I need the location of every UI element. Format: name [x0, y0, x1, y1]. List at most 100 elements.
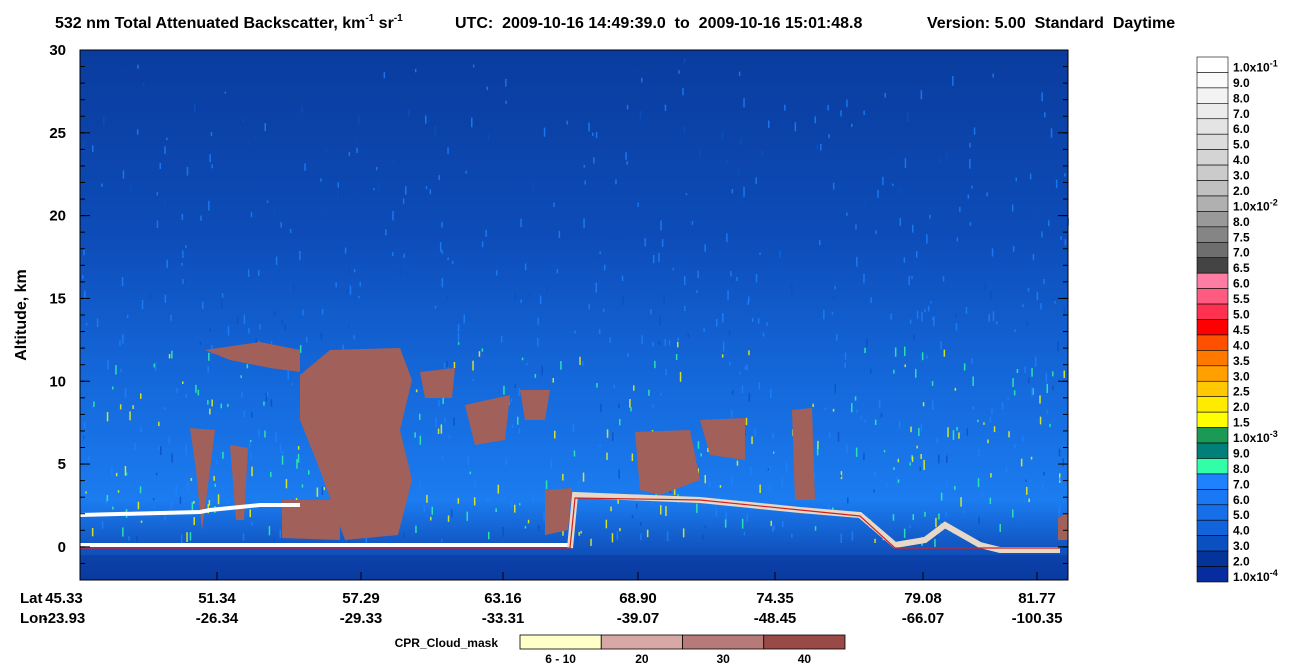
colorbar-label-text: 9.0	[1233, 76, 1250, 90]
speckle	[539, 295, 542, 305]
cloud	[700, 418, 745, 460]
speckle	[840, 533, 842, 543]
speckle	[1022, 436, 1024, 442]
colorbar-label: 3.0	[1233, 539, 1250, 553]
speckle	[537, 338, 539, 347]
speckle	[241, 392, 243, 398]
speckle	[660, 220, 662, 231]
speckle	[521, 357, 524, 361]
speckle	[85, 322, 88, 326]
speckle	[419, 481, 421, 490]
speckle	[652, 404, 654, 408]
speckle	[112, 506, 114, 510]
y-tick-label: 30	[49, 42, 66, 59]
speckle	[874, 538, 876, 543]
speckle	[846, 212, 848, 216]
speckle	[664, 339, 666, 347]
speckle	[768, 120, 770, 128]
speckle	[785, 462, 788, 472]
speckle	[546, 287, 549, 293]
speckle	[281, 455, 284, 465]
speckle	[773, 525, 775, 530]
speckle	[743, 263, 745, 267]
speckle	[383, 72, 386, 79]
speckle	[946, 152, 948, 159]
colorbar-label-text: 8.0	[1233, 91, 1250, 105]
speckle	[897, 479, 900, 483]
speckle	[405, 186, 407, 195]
colorbar-label-text: 1.0x10	[1233, 431, 1270, 445]
cloud-mask-swatch	[600, 634, 683, 650]
speckle	[740, 138, 742, 145]
speckle	[819, 240, 821, 246]
speckle	[728, 330, 731, 336]
speckle	[1022, 304, 1024, 308]
speckle	[851, 403, 853, 413]
colorbar-label: 5.5	[1233, 292, 1250, 306]
speckle	[847, 497, 849, 504]
speckle	[1012, 509, 1014, 518]
speckle	[663, 294, 665, 304]
speckle	[488, 498, 491, 502]
speckle	[626, 104, 629, 110]
speckle	[130, 184, 132, 193]
speckle	[429, 189, 432, 195]
colorbar-label: 1.5	[1233, 416, 1250, 430]
speckle	[593, 157, 595, 164]
colorbar-label: 5.0	[1233, 508, 1250, 522]
speckle	[275, 256, 278, 265]
colorbar-label: 7.5	[1233, 230, 1250, 244]
colorbar-swatch	[1196, 257, 1229, 274]
plot-area	[79, 50, 1069, 580]
speckle	[495, 508, 497, 512]
speckle	[261, 243, 263, 246]
speckle	[1012, 378, 1014, 387]
colorbar-swatch	[1196, 149, 1229, 166]
lat-label: 51.34	[198, 590, 236, 607]
speckle	[965, 307, 968, 314]
speckle	[913, 334, 915, 340]
speckle	[812, 403, 814, 407]
speckle	[297, 446, 300, 450]
speckle	[471, 117, 473, 128]
speckle	[1025, 479, 1027, 482]
speckle	[748, 392, 751, 402]
speckle	[606, 429, 609, 438]
speckle	[870, 368, 872, 374]
speckle	[648, 389, 650, 396]
speckle	[1060, 236, 1062, 240]
speckle	[457, 332, 460, 343]
speckle	[748, 350, 750, 356]
colorbar-label-text: 4.0	[1233, 153, 1250, 167]
speckle	[560, 361, 562, 370]
speckle	[738, 165, 740, 175]
speckle	[751, 317, 754, 322]
speckle	[562, 473, 564, 481]
speckle	[725, 511, 727, 520]
speckle	[137, 64, 139, 69]
lon-label: -23.93	[43, 610, 86, 627]
speckle	[995, 321, 998, 325]
speckle	[446, 361, 448, 368]
speckle	[755, 273, 758, 283]
speckle	[1052, 371, 1054, 377]
speckle	[864, 419, 866, 423]
speckle	[666, 531, 669, 542]
speckle	[214, 483, 216, 487]
speckle	[443, 362, 446, 369]
speckle	[274, 310, 276, 316]
speckle	[683, 58, 686, 63]
speckle	[772, 432, 774, 439]
speckle	[983, 422, 985, 425]
speckle	[813, 473, 816, 479]
speckle	[736, 277, 738, 281]
speckle	[684, 305, 686, 311]
speckle	[302, 309, 304, 316]
speckle	[654, 360, 656, 369]
speckle	[724, 519, 727, 528]
speckle	[918, 427, 920, 436]
speckle	[268, 526, 271, 536]
speckle	[834, 383, 836, 394]
speckle	[251, 411, 253, 418]
speckle	[149, 291, 152, 301]
